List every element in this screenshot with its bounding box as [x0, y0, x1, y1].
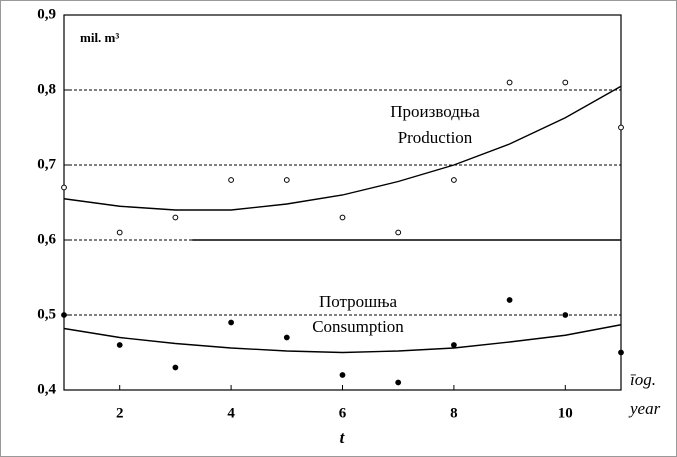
data-point	[395, 379, 402, 386]
data-point	[116, 229, 123, 236]
consumption-label: Потрошња	[319, 292, 398, 311]
data-point	[562, 79, 569, 86]
data-point	[172, 214, 179, 221]
data-point	[618, 124, 624, 131]
x-axis-label: t	[340, 428, 346, 447]
production-label: Производња	[390, 102, 480, 121]
consumption-label-en: Consumption	[312, 317, 404, 336]
y-tick-label: 0,9	[37, 6, 56, 22]
plot-frame	[63, 14, 622, 391]
y-unit: mil. m³	[80, 30, 119, 45]
trend-line	[63, 85, 622, 211]
x-tick-label: 6	[339, 405, 347, 421]
trend-line	[63, 324, 622, 354]
data-point	[61, 184, 67, 191]
data-point	[506, 79, 513, 86]
data-point	[395, 229, 402, 236]
data-point	[506, 297, 513, 303]
data-point	[283, 177, 290, 183]
y-tick-label: 0,7	[37, 156, 56, 172]
data-point	[618, 349, 624, 356]
data-point	[339, 372, 346, 378]
data-point	[172, 364, 179, 371]
x-tick-label: 4	[227, 405, 235, 421]
x-annotation: īog.	[630, 370, 656, 389]
data-point	[228, 177, 235, 183]
data-point	[116, 342, 123, 348]
y-tick-label: 0,4	[37, 381, 56, 397]
x-tick-label: 8	[450, 405, 458, 421]
y-tick-label: 0,8	[37, 81, 56, 97]
data-point	[562, 312, 569, 318]
data-point	[451, 342, 457, 348]
data-point	[228, 319, 235, 326]
data-point	[451, 177, 457, 183]
x-annotation-en: year	[628, 399, 661, 418]
data-point	[283, 334, 290, 341]
y-tick-label: 0,6	[37, 231, 56, 247]
x-tick-label: 2	[116, 405, 124, 421]
y-tick-label: 0,5	[37, 306, 56, 322]
data-point	[61, 312, 67, 318]
x-tick-label: 10	[558, 405, 573, 421]
production-label-en: Production	[398, 128, 473, 147]
data-point	[339, 214, 346, 221]
